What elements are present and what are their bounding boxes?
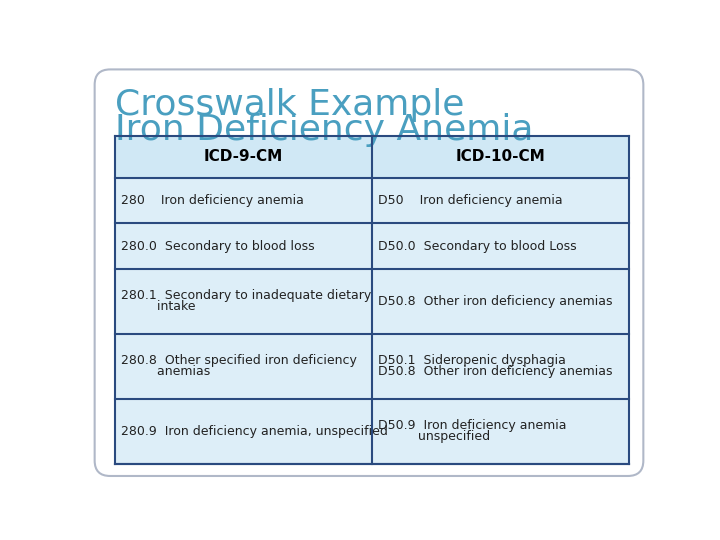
Text: Iron Deficiency Anemia: Iron Deficiency Anemia <box>114 112 534 146</box>
Text: D50.8  Other iron deficiency anemias: D50.8 Other iron deficiency anemias <box>378 365 613 379</box>
Text: D50.9  Iron deficiency anemia: D50.9 Iron deficiency anemia <box>378 419 567 432</box>
Text: 280.8  Other specified iron deficiency: 280.8 Other specified iron deficiency <box>121 354 357 367</box>
Bar <box>114 399 629 464</box>
Text: D50    Iron deficiency anemia: D50 Iron deficiency anemia <box>378 194 562 207</box>
Text: 280.9  Iron deficiency anemia, unspecified: 280.9 Iron deficiency anemia, unspecifie… <box>121 424 388 438</box>
Text: ICD-9-CM: ICD-9-CM <box>204 150 283 164</box>
Text: anemias: anemias <box>121 365 210 379</box>
Bar <box>114 334 629 399</box>
Bar <box>114 224 629 269</box>
Text: ICD-10-CM: ICD-10-CM <box>455 150 545 164</box>
Text: D50.1  Sideropenic dysphagia: D50.1 Sideropenic dysphagia <box>378 354 566 367</box>
Text: 280.1  Secondary to inadequate dietary: 280.1 Secondary to inadequate dietary <box>121 289 372 302</box>
Text: D50.0  Secondary to blood Loss: D50.0 Secondary to blood Loss <box>378 240 577 253</box>
Text: unspecified: unspecified <box>378 430 490 443</box>
Text: 280    Iron deficiency anemia: 280 Iron deficiency anemia <box>121 194 304 207</box>
Text: D50.8  Other iron deficiency anemias: D50.8 Other iron deficiency anemias <box>378 295 613 308</box>
Text: intake: intake <box>121 300 196 313</box>
Text: 280.0  Secondary to blood loss: 280.0 Secondary to blood loss <box>121 240 315 253</box>
Bar <box>114 269 629 334</box>
Bar <box>114 178 629 224</box>
Text: Crosswalk Example: Crosswalk Example <box>114 88 464 122</box>
FancyBboxPatch shape <box>94 70 644 476</box>
Bar <box>114 136 629 178</box>
